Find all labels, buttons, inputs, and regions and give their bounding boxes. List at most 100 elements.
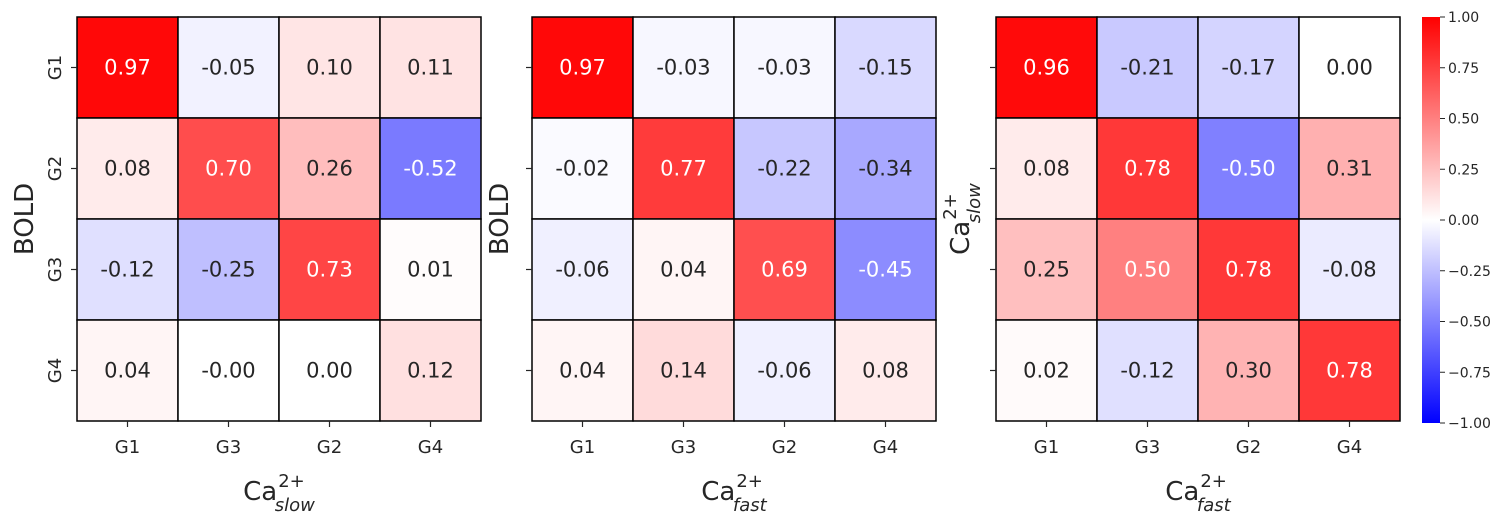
- cell-value-label: -0.15: [858, 56, 912, 80]
- heatmap-cell: [834, 319, 937, 422]
- heatmap-cell: [632, 16, 735, 119]
- colorbar-tick-label: 0.25: [1448, 162, 1479, 178]
- heatmap-cell: [177, 117, 280, 220]
- colorbar-tick-label: 0.50: [1448, 112, 1479, 128]
- cell-value-label: -0.21: [1120, 56, 1174, 80]
- y-axis-label: Ca2+ slow: [940, 183, 985, 255]
- cell-value-label: 0.00: [306, 359, 353, 383]
- heatmap-cell: [1096, 117, 1199, 220]
- heatmap-cell: [1298, 319, 1401, 422]
- svg-text:Ca2+slow: Ca2+ slow: [940, 183, 985, 255]
- heatmap-cell: [379, 218, 482, 321]
- x-tick-label: G3: [216, 437, 241, 458]
- heatmap-cell: [733, 16, 836, 119]
- x-tick-label: G3: [671, 437, 696, 458]
- y-tick-label: G3: [45, 257, 66, 282]
- cell-value-label: -0.17: [1221, 56, 1275, 80]
- svg-text:Ca2+slow: Ca2+ slow: [243, 471, 315, 516]
- heatmap-cell: [632, 218, 735, 321]
- cell-value-label: -0.25: [201, 258, 255, 282]
- cell-value-label: 0.12: [407, 359, 454, 383]
- cell-value-label: 0.78: [1124, 157, 1171, 181]
- cell-value-label: 0.50: [1124, 258, 1171, 282]
- colorbar-tick-label: −0.50: [1448, 315, 1491, 331]
- cell-value-label: 0.78: [1326, 359, 1373, 383]
- heatmap-cell: [733, 117, 836, 220]
- heatmap-cell: [1298, 218, 1401, 321]
- cell-value-label: 0.02: [1023, 359, 1070, 383]
- cell-value-label: 0.04: [104, 359, 151, 383]
- cell-value-label: 0.97: [559, 56, 606, 80]
- x-axis-label: Ca2+ slow: [243, 471, 315, 516]
- colorbar-tick-label: −0.25: [1448, 264, 1491, 280]
- cell-value-label: 0.30: [1225, 359, 1272, 383]
- heatmap-cell: [531, 218, 634, 321]
- heatmap-cell: [733, 218, 836, 321]
- heatmap-panel-2: 0.97 -0.03 -0.03 -0.15 -0.02 0.77 -0.22 -0.34 -0…: [485, 16, 937, 516]
- cell-value-label: 0.00: [1326, 56, 1373, 80]
- cell-value-label: -0.50: [1221, 157, 1275, 181]
- svg-text:Ca2+fast: Ca2+ fast: [701, 471, 767, 516]
- heatmap-cell: [76, 16, 179, 119]
- cell-value-label: -0.34: [858, 157, 912, 181]
- cell-value-label: 0.01: [407, 258, 454, 282]
- cell-value-label: 0.08: [1023, 157, 1070, 181]
- heatmap-cell: [995, 16, 1098, 119]
- cell-value-label: 0.78: [1225, 258, 1272, 282]
- heatmap-cell: [1096, 218, 1199, 321]
- cell-value-label: -0.05: [201, 56, 255, 80]
- colorbar-tick-label: 0.75: [1448, 61, 1479, 77]
- cell-value-label: 0.70: [205, 157, 252, 181]
- heatmap-cell: [834, 16, 937, 119]
- x-axis-label: Ca2+ fast: [1165, 471, 1231, 516]
- cell-value-label: -0.00: [201, 359, 255, 383]
- y-axis-label: BOLD: [10, 183, 40, 255]
- cell-value-label: -0.52: [403, 157, 457, 181]
- heatmap-cell: [1197, 218, 1300, 321]
- x-tick-label: G4: [418, 437, 443, 458]
- cell-value-label: 0.08: [862, 359, 909, 383]
- x-tick-label: G1: [115, 437, 140, 458]
- heatmap-cell: [1197, 16, 1300, 119]
- heatmap-cell: [1298, 117, 1401, 220]
- cell-value-label: -0.06: [757, 359, 811, 383]
- cell-value-label: 0.26: [306, 157, 353, 181]
- x-axis-label: Ca2+ fast: [701, 471, 767, 516]
- heatmap-cell: [531, 117, 634, 220]
- x-tick-label: G2: [317, 437, 342, 458]
- y-tick-label: G2: [45, 156, 66, 181]
- cell-value-label: 0.10: [306, 56, 353, 80]
- x-tick-label: G3: [1135, 437, 1160, 458]
- heatmap-cell: [379, 319, 482, 422]
- heatmap-panel-1: 0.97 -0.05 0.10 0.11 0.08 0.70 0.26 -0.52 -0.12 -…: [10, 16, 482, 516]
- heatmap-cell: [995, 218, 1098, 321]
- heatmap-cell: [379, 117, 482, 220]
- x-tick-label: G1: [570, 437, 595, 458]
- cell-value-label: -0.12: [100, 258, 154, 282]
- y-tick-label: G1: [45, 55, 66, 80]
- x-tick-label: G2: [1236, 437, 1261, 458]
- heatmap-cell: [177, 218, 280, 321]
- y-tick-label: G4: [45, 358, 66, 383]
- cell-value-label: -0.22: [757, 157, 811, 181]
- heatmap-cell: [1096, 319, 1199, 422]
- cell-value-label: 0.97: [104, 56, 151, 80]
- x-tick-label: G2: [772, 437, 797, 458]
- heatmap-cell: [177, 16, 280, 119]
- cell-value-label: 0.04: [660, 258, 707, 282]
- heatmap-panel-3: 0.96 -0.21 -0.17 0.00 0.08 0.78 -0.50 0.31 0.25 0…: [940, 16, 1401, 516]
- cell-value-label: -0.02: [555, 157, 609, 181]
- cell-value-label: -0.08: [1322, 258, 1376, 282]
- cell-value-label: 0.73: [306, 258, 353, 282]
- cell-value-label: 0.69: [761, 258, 808, 282]
- x-tick-label: G1: [1034, 437, 1059, 458]
- colorbar-tick-label: 1.00: [1448, 10, 1479, 26]
- x-tick-label: G4: [873, 437, 898, 458]
- heatmap-cell: [1298, 16, 1401, 119]
- heatmap-cell: [379, 16, 482, 119]
- cell-value-label: -0.03: [757, 56, 811, 80]
- x-tick-label: G4: [1337, 437, 1362, 458]
- cell-value-label: 0.08: [104, 157, 151, 181]
- cell-value-label: -0.45: [858, 258, 912, 282]
